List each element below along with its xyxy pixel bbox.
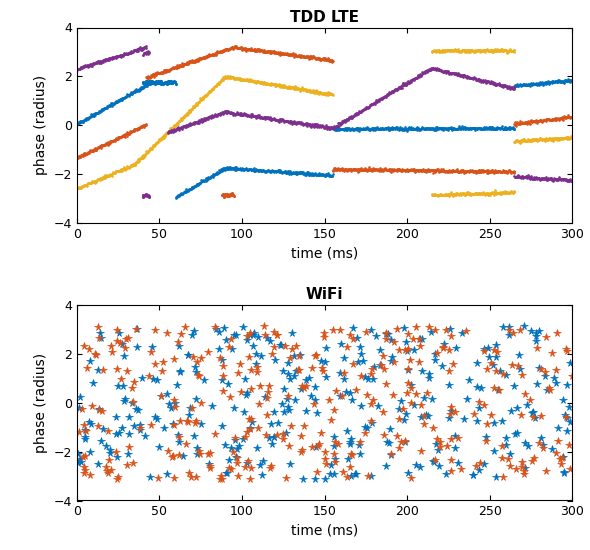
X-axis label: time (ms): time (ms): [291, 524, 358, 538]
X-axis label: time (ms): time (ms): [291, 246, 358, 260]
Y-axis label: phase (radius): phase (radius): [34, 353, 48, 453]
Y-axis label: phase (radius): phase (radius): [34, 75, 48, 175]
Title: TDD LTE: TDD LTE: [290, 10, 359, 25]
Title: WiFi: WiFi: [306, 288, 343, 303]
